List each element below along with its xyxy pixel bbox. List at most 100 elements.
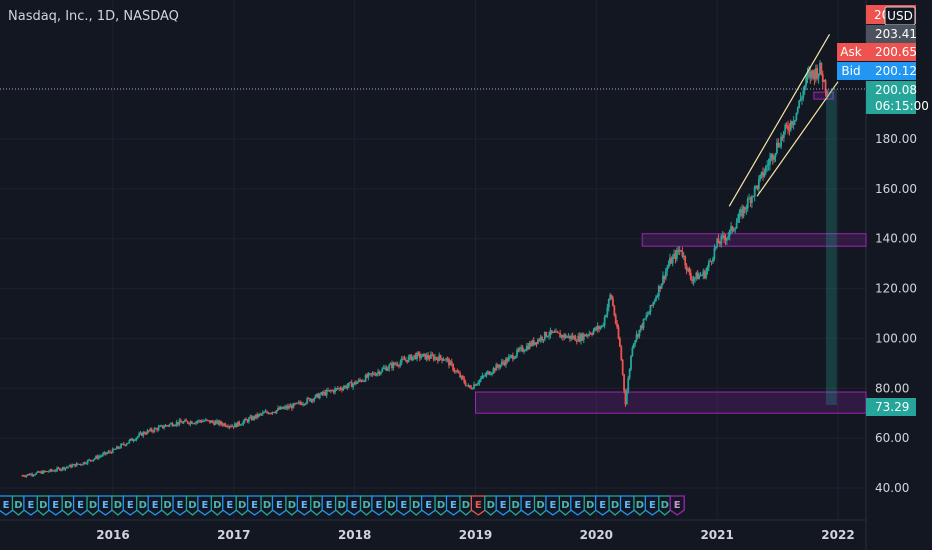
dividend-label: D <box>437 500 445 511</box>
candle-body <box>746 198 749 209</box>
candle-body <box>217 420 220 425</box>
candle-body <box>363 380 366 382</box>
candle-body <box>798 100 801 108</box>
candle-body <box>271 411 274 414</box>
price-tag <box>866 43 916 61</box>
candle-body <box>721 235 724 237</box>
dividend-badge <box>459 495 473 516</box>
candle-body <box>38 471 40 473</box>
candle-body <box>275 410 278 413</box>
candle-body <box>232 425 235 428</box>
candle-body <box>93 458 96 460</box>
candle-body <box>135 437 138 440</box>
candle-body <box>329 390 332 392</box>
earnings-marker: E <box>669 495 685 516</box>
candle-body <box>178 420 181 425</box>
candle-body <box>150 428 153 432</box>
candle-body <box>191 421 193 424</box>
earnings-badge <box>72 495 89 516</box>
candle-body <box>434 357 436 360</box>
candle-body <box>348 382 350 386</box>
candle-body <box>272 411 275 413</box>
dividend-badge <box>86 495 100 516</box>
candle-body <box>448 359 450 366</box>
dividend-badge <box>136 495 150 516</box>
candle-body <box>239 424 242 426</box>
candle-body <box>431 354 434 356</box>
price-labels: 20USD203.41200.65Ask200.12Bid200.0873.29… <box>837 5 929 416</box>
earnings-label: E <box>102 500 109 511</box>
candle-body <box>285 406 288 409</box>
candle-body <box>245 419 247 421</box>
dividend-label: D <box>586 500 594 511</box>
candle-body <box>628 369 631 379</box>
dividend-label: D <box>313 500 321 511</box>
candle-body <box>145 433 147 435</box>
earnings-badge <box>470 495 486 516</box>
candle-body <box>630 355 632 370</box>
candle-body <box>552 331 555 333</box>
candle-body <box>196 421 199 423</box>
candle-body <box>795 112 798 121</box>
dividend-label: D <box>337 500 345 511</box>
candle-body <box>63 467 65 470</box>
candle-body <box>698 275 701 280</box>
candle-body <box>27 474 29 476</box>
candle-body <box>430 354 432 359</box>
candle-body <box>111 448 114 454</box>
candle-body <box>610 294 613 299</box>
earnings-badge <box>172 495 188 516</box>
candle-body <box>631 347 634 356</box>
candle-body <box>692 278 695 282</box>
dividend-label: D <box>661 500 669 511</box>
candle-body <box>562 335 564 338</box>
candle-body <box>218 421 221 425</box>
candle-body <box>360 380 363 382</box>
candle-body <box>810 70 813 78</box>
candle-body <box>802 90 805 98</box>
candle-body <box>29 473 32 476</box>
dividend-badge <box>285 495 299 516</box>
earnings-badge <box>371 495 387 516</box>
candle-body <box>61 467 64 470</box>
candle-body <box>666 267 669 272</box>
earnings-badge <box>570 495 586 516</box>
candle-body <box>323 392 325 395</box>
price-tag-kind-label: Ask <box>840 45 861 59</box>
candle-body <box>667 264 670 268</box>
candle-body <box>96 456 99 459</box>
candle-body <box>606 307 609 315</box>
candle-body <box>523 350 525 352</box>
candle-body <box>428 357 431 359</box>
candle-body <box>324 392 327 396</box>
candle-body <box>524 350 527 352</box>
price-tag-label: 203.41 <box>875 27 917 41</box>
candle-body <box>382 368 385 370</box>
candle-body <box>788 129 791 131</box>
earnings-label: E <box>52 500 59 511</box>
candle-body <box>528 342 531 350</box>
candle-body <box>639 325 642 330</box>
candle-body <box>359 379 361 381</box>
dividend-label: D <box>487 500 495 511</box>
y-tick-label: 160.00 <box>875 182 917 196</box>
dividend-label: D <box>362 500 370 511</box>
earnings-label: E <box>574 500 581 511</box>
candle-body <box>656 296 659 298</box>
candle-body <box>418 353 421 358</box>
candle-body <box>621 359 624 375</box>
candle-body <box>261 412 264 415</box>
candle-body <box>567 335 570 337</box>
candle-body <box>134 439 136 441</box>
candle-body <box>202 420 204 423</box>
dividend-label: D <box>139 500 147 511</box>
candle-body <box>299 401 302 404</box>
candle-body <box>634 340 637 344</box>
candle-body <box>146 430 149 434</box>
candle-body <box>689 272 692 280</box>
candle-body <box>35 472 38 475</box>
candle-body <box>67 466 70 468</box>
dividend-label: D <box>462 500 470 511</box>
